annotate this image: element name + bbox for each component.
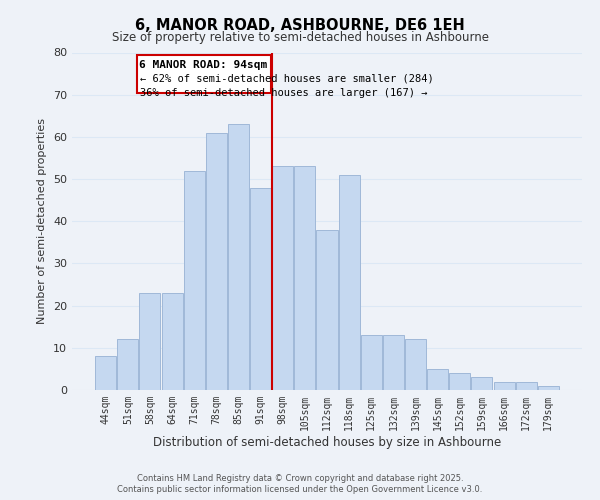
FancyBboxPatch shape [137, 54, 271, 92]
Text: Size of property relative to semi-detached houses in Ashbourne: Size of property relative to semi-detach… [112, 31, 488, 44]
Bar [449, 373, 470, 390]
Bar [383, 335, 404, 390]
Bar [494, 382, 515, 390]
Bar [515, 382, 536, 390]
Bar [139, 293, 160, 390]
Text: 36% of semi-detached houses are larger (167) →: 36% of semi-detached houses are larger (… [140, 88, 427, 98]
Bar [184, 170, 205, 390]
Bar [272, 166, 293, 390]
Bar [338, 175, 359, 390]
Bar [95, 356, 116, 390]
Y-axis label: Number of semi-detached properties: Number of semi-detached properties [37, 118, 47, 324]
Bar [161, 293, 182, 390]
Bar [228, 124, 249, 390]
Bar [118, 340, 139, 390]
Bar [472, 378, 493, 390]
X-axis label: Distribution of semi-detached houses by size in Ashbourne: Distribution of semi-detached houses by … [153, 436, 501, 448]
Bar [250, 188, 271, 390]
Text: ← 62% of semi-detached houses are smaller (284): ← 62% of semi-detached houses are smalle… [140, 74, 434, 84]
Bar [361, 335, 382, 390]
Bar [295, 166, 316, 390]
Bar [405, 340, 426, 390]
Text: Contains HM Land Registry data © Crown copyright and database right 2025.
Contai: Contains HM Land Registry data © Crown c… [118, 474, 482, 494]
Bar [427, 369, 448, 390]
Bar [206, 132, 227, 390]
Text: 6 MANOR ROAD: 94sqm: 6 MANOR ROAD: 94sqm [139, 60, 268, 70]
Bar [538, 386, 559, 390]
Bar [316, 230, 338, 390]
Text: 6, MANOR ROAD, ASHBOURNE, DE6 1EH: 6, MANOR ROAD, ASHBOURNE, DE6 1EH [135, 18, 465, 32]
